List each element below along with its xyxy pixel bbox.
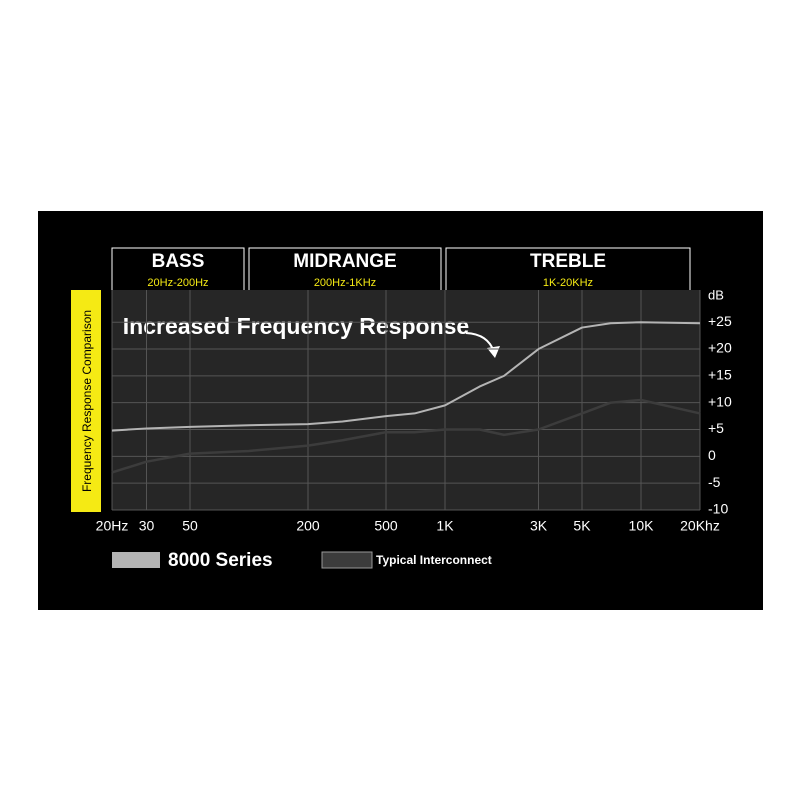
band-range: 1K-20KHz — [543, 277, 593, 289]
x-tick-label: 20Hz — [96, 518, 129, 534]
series-line — [111, 321, 701, 432]
x-tick-label: 1K — [436, 518, 454, 534]
legend-label: 8000 Series — [168, 550, 273, 571]
legend-swatch — [321, 551, 373, 569]
grid: -10 -5 0 +5 +10 +15 +20 +25 20Hz 30 50 200 500 1K 3K 5K… — [96, 290, 732, 534]
y-tick-label: +15 — [708, 367, 732, 383]
band-box — [111, 247, 245, 290]
band-name: MIDRANGE — [293, 251, 396, 272]
y-tick-label: -10 — [708, 501, 728, 517]
y-tick-label: -5 — [708, 474, 721, 490]
x-tick-label: 20Khz — [680, 518, 720, 534]
band-box — [248, 247, 442, 290]
y-tick-label: +25 — [708, 313, 732, 329]
legend-swatch — [112, 552, 160, 568]
y-tick-label: +20 — [708, 340, 732, 356]
plot-area — [112, 290, 700, 510]
side-label: Frequency Response Comparison — [80, 310, 94, 492]
side-label-bg — [71, 290, 101, 512]
x-tick-label: 10K — [629, 518, 655, 534]
y-tick-label: +10 — [708, 393, 732, 409]
x-tick-label: 30 — [139, 518, 155, 534]
lines — [111, 321, 701, 474]
x-tick-label: 50 — [182, 518, 198, 534]
y-tick-label: 0 — [708, 447, 716, 463]
y-unit: dB — [708, 287, 724, 302]
y-tick-label: +5 — [708, 420, 724, 436]
annotation: Increased Frequency Response — [123, 313, 469, 339]
x-tick-label: 200 — [296, 518, 320, 534]
x-tick-label: 500 — [374, 518, 398, 534]
band-box — [445, 247, 691, 290]
band-name: BASS — [152, 251, 205, 272]
band-range: 20Hz-200Hz — [147, 277, 208, 289]
legend: 8000 Series Typical Interconnect — [112, 550, 492, 571]
band-range: 200Hz-1KHz — [314, 277, 376, 289]
x-tick-label: 5K — [573, 518, 591, 534]
bands: BASS 20Hz-200Hz MIDRANGE 200Hz-1KHz TREBLE 1K… — [111, 247, 691, 290]
series-line — [111, 398, 701, 474]
x-tick-label: 3K — [530, 518, 548, 534]
band-name: TREBLE — [530, 251, 606, 272]
legend-label: Typical Interconnect — [376, 553, 492, 567]
